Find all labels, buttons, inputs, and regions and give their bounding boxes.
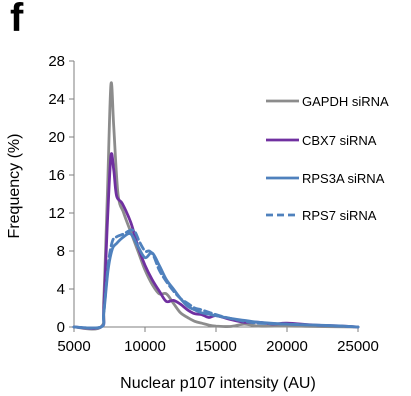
y-tick-label: 4: [57, 281, 65, 298]
x-tick-label: 15000: [195, 338, 237, 355]
series-lines: [72, 81, 360, 331]
series-line-3: [72, 232, 360, 330]
legend-label: GAPDH siRNA: [302, 94, 389, 109]
series-line-4: [72, 228, 360, 330]
panel-label: f: [10, 0, 24, 40]
legend-label: RPS3A siRNA: [302, 171, 385, 186]
series-line-1: [72, 81, 360, 331]
x-axis-title: Nuclear p107 intensity (AU): [120, 375, 316, 392]
x-tick-label: 20000: [266, 338, 308, 355]
y-tick-label: 12: [48, 205, 65, 222]
legend-label: CBX7 siRNA: [302, 133, 377, 148]
y-tick-label: 20: [48, 129, 65, 146]
x-tick-label: 5000: [57, 338, 90, 355]
x-tick-label: 10000: [124, 338, 166, 355]
y-tick-label: 24: [48, 91, 65, 108]
legend: GAPDH siRNA CBX7 siRNA RPS3A siRNA RPS7 siR…: [266, 94, 389, 223]
x-tick-label: 25000: [337, 338, 379, 355]
legend-label: RPS7 siRNA: [302, 208, 377, 223]
y-tick-label: 0: [57, 319, 65, 336]
y-tick-label: 16: [48, 167, 65, 184]
y-tick-label: 8: [57, 243, 65, 260]
y-tick-label: 28: [48, 53, 65, 70]
y-tick-labels: 0 4 8 12 16 20 24 28: [48, 53, 65, 336]
x-tick-labels: 5000 10000 15000 20000 25000: [57, 338, 379, 355]
y-axis-title: Frequency (%): [6, 134, 23, 239]
